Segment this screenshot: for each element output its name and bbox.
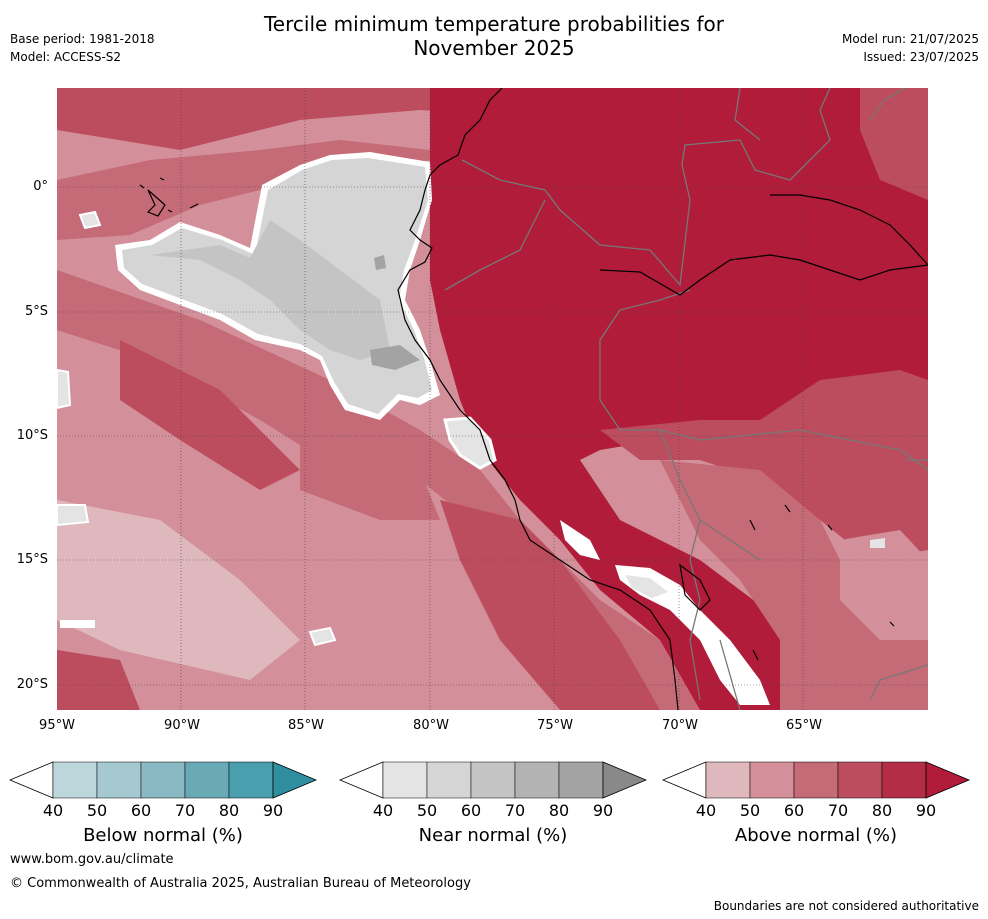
below-tick-90: 90 [262, 801, 284, 820]
coastal-70-band [440, 500, 660, 710]
near-tick-80: 80 [548, 801, 570, 820]
sw-corner-patch [57, 650, 140, 710]
above-tick-40: 40 [695, 801, 717, 820]
title-line-1: Tercile minimum temperature probabilitie… [263, 12, 725, 36]
lon-label-75w: 75°W [537, 718, 573, 733]
above-normal-title: Above normal (%) [734, 825, 898, 846]
below-tick-40: 40 [42, 801, 64, 820]
lat-label-20s: 20°S [16, 677, 48, 692]
colorbar-above [661, 761, 971, 799]
above-tick-60: 60 [783, 801, 805, 820]
east-80-region [600, 370, 928, 560]
colorbar-below [8, 761, 318, 799]
lat-label-5s: 5°S [24, 304, 48, 319]
model-run-text: Model run: 21/07/2025 [841, 32, 979, 46]
near-tick-90: 90 [592, 801, 614, 820]
issued-text: Issued: 23/07/2025 [863, 50, 979, 64]
near-tick-70: 70 [504, 801, 526, 820]
below-tick-50: 50 [86, 801, 108, 820]
ocean-70-patch [120, 340, 300, 490]
ne-patch [860, 88, 928, 200]
lon-label-90w: 90°W [164, 718, 200, 733]
near-normal-pocket [625, 575, 668, 598]
near-tick-50: 50 [416, 801, 438, 820]
lat-label-10s: 10°S [16, 428, 48, 443]
near-normal-title: Near normal (%) [418, 825, 568, 846]
lon-label-70w: 70°W [662, 718, 698, 733]
sw-white-pocket [60, 620, 95, 628]
west-edge-pocket-2 [57, 504, 90, 527]
se-light-pocket [870, 538, 885, 548]
lon-label-95w: 95°W [39, 718, 75, 733]
map-title: Tercile minimum temperature probabilitie… [0, 12, 988, 60]
map-gridlines [57, 88, 928, 710]
south-ocean-pocket [308, 626, 337, 647]
above-tick-70: 70 [827, 801, 849, 820]
run-info: Model run: 21/07/2025 Issued: 23/07/2025 [842, 30, 979, 66]
se-50-patch [840, 530, 928, 640]
website-link[interactable]: www.bom.gov.au/climate [10, 852, 174, 867]
model-info: Base period: 1981-2018 Model: ACCESS-S2 [10, 30, 155, 66]
galapagos-west-pocket [78, 210, 102, 230]
se-60-region [660, 460, 928, 710]
lat-label-0: 0° [33, 179, 48, 194]
below-tick-60: 60 [130, 801, 152, 820]
colorbar-near [338, 761, 648, 799]
above-tick-80: 80 [871, 801, 893, 820]
white-pocket-1 [560, 520, 600, 560]
above-tick-50: 50 [739, 801, 761, 820]
base-period-text: Base period: 1981-2018 [10, 32, 155, 46]
near-normal-60-area [150, 220, 390, 360]
below-tick-80: 80 [218, 801, 240, 820]
below-normal-title: Below normal (%) [83, 825, 243, 846]
below-tick-70: 70 [174, 801, 196, 820]
west-edge-pocket [57, 368, 72, 410]
country-borders [444, 88, 928, 710]
white-pocket-2 [615, 565, 770, 705]
ocean-60-patch [300, 440, 440, 520]
near-normal-80-patch [370, 345, 420, 370]
near-tick-60: 60 [460, 801, 482, 820]
title-line-2: November 2025 [413, 36, 575, 60]
boundaries-disclaimer: Boundaries are not considered authoritat… [713, 899, 979, 913]
lon-label-65w: 65°W [786, 718, 822, 733]
near-normal-80-spot [374, 255, 386, 270]
coastline [139, 88, 928, 710]
ocean-40-patch [57, 500, 300, 680]
model-name-text: Model: ACCESS-S2 [10, 50, 122, 64]
lon-label-85w: 85°W [288, 718, 324, 733]
land-90-region [430, 88, 928, 710]
coastal-near-normal [443, 416, 497, 470]
lon-label-80w: 80°W [413, 718, 449, 733]
lat-label-15s: 15°S [16, 552, 48, 567]
probability-field [57, 88, 928, 710]
near-tick-40: 40 [372, 801, 394, 820]
copyright-text: © Commonwealth of Australia 2025, Austra… [10, 876, 471, 891]
above-tick-90: 90 [915, 801, 937, 820]
